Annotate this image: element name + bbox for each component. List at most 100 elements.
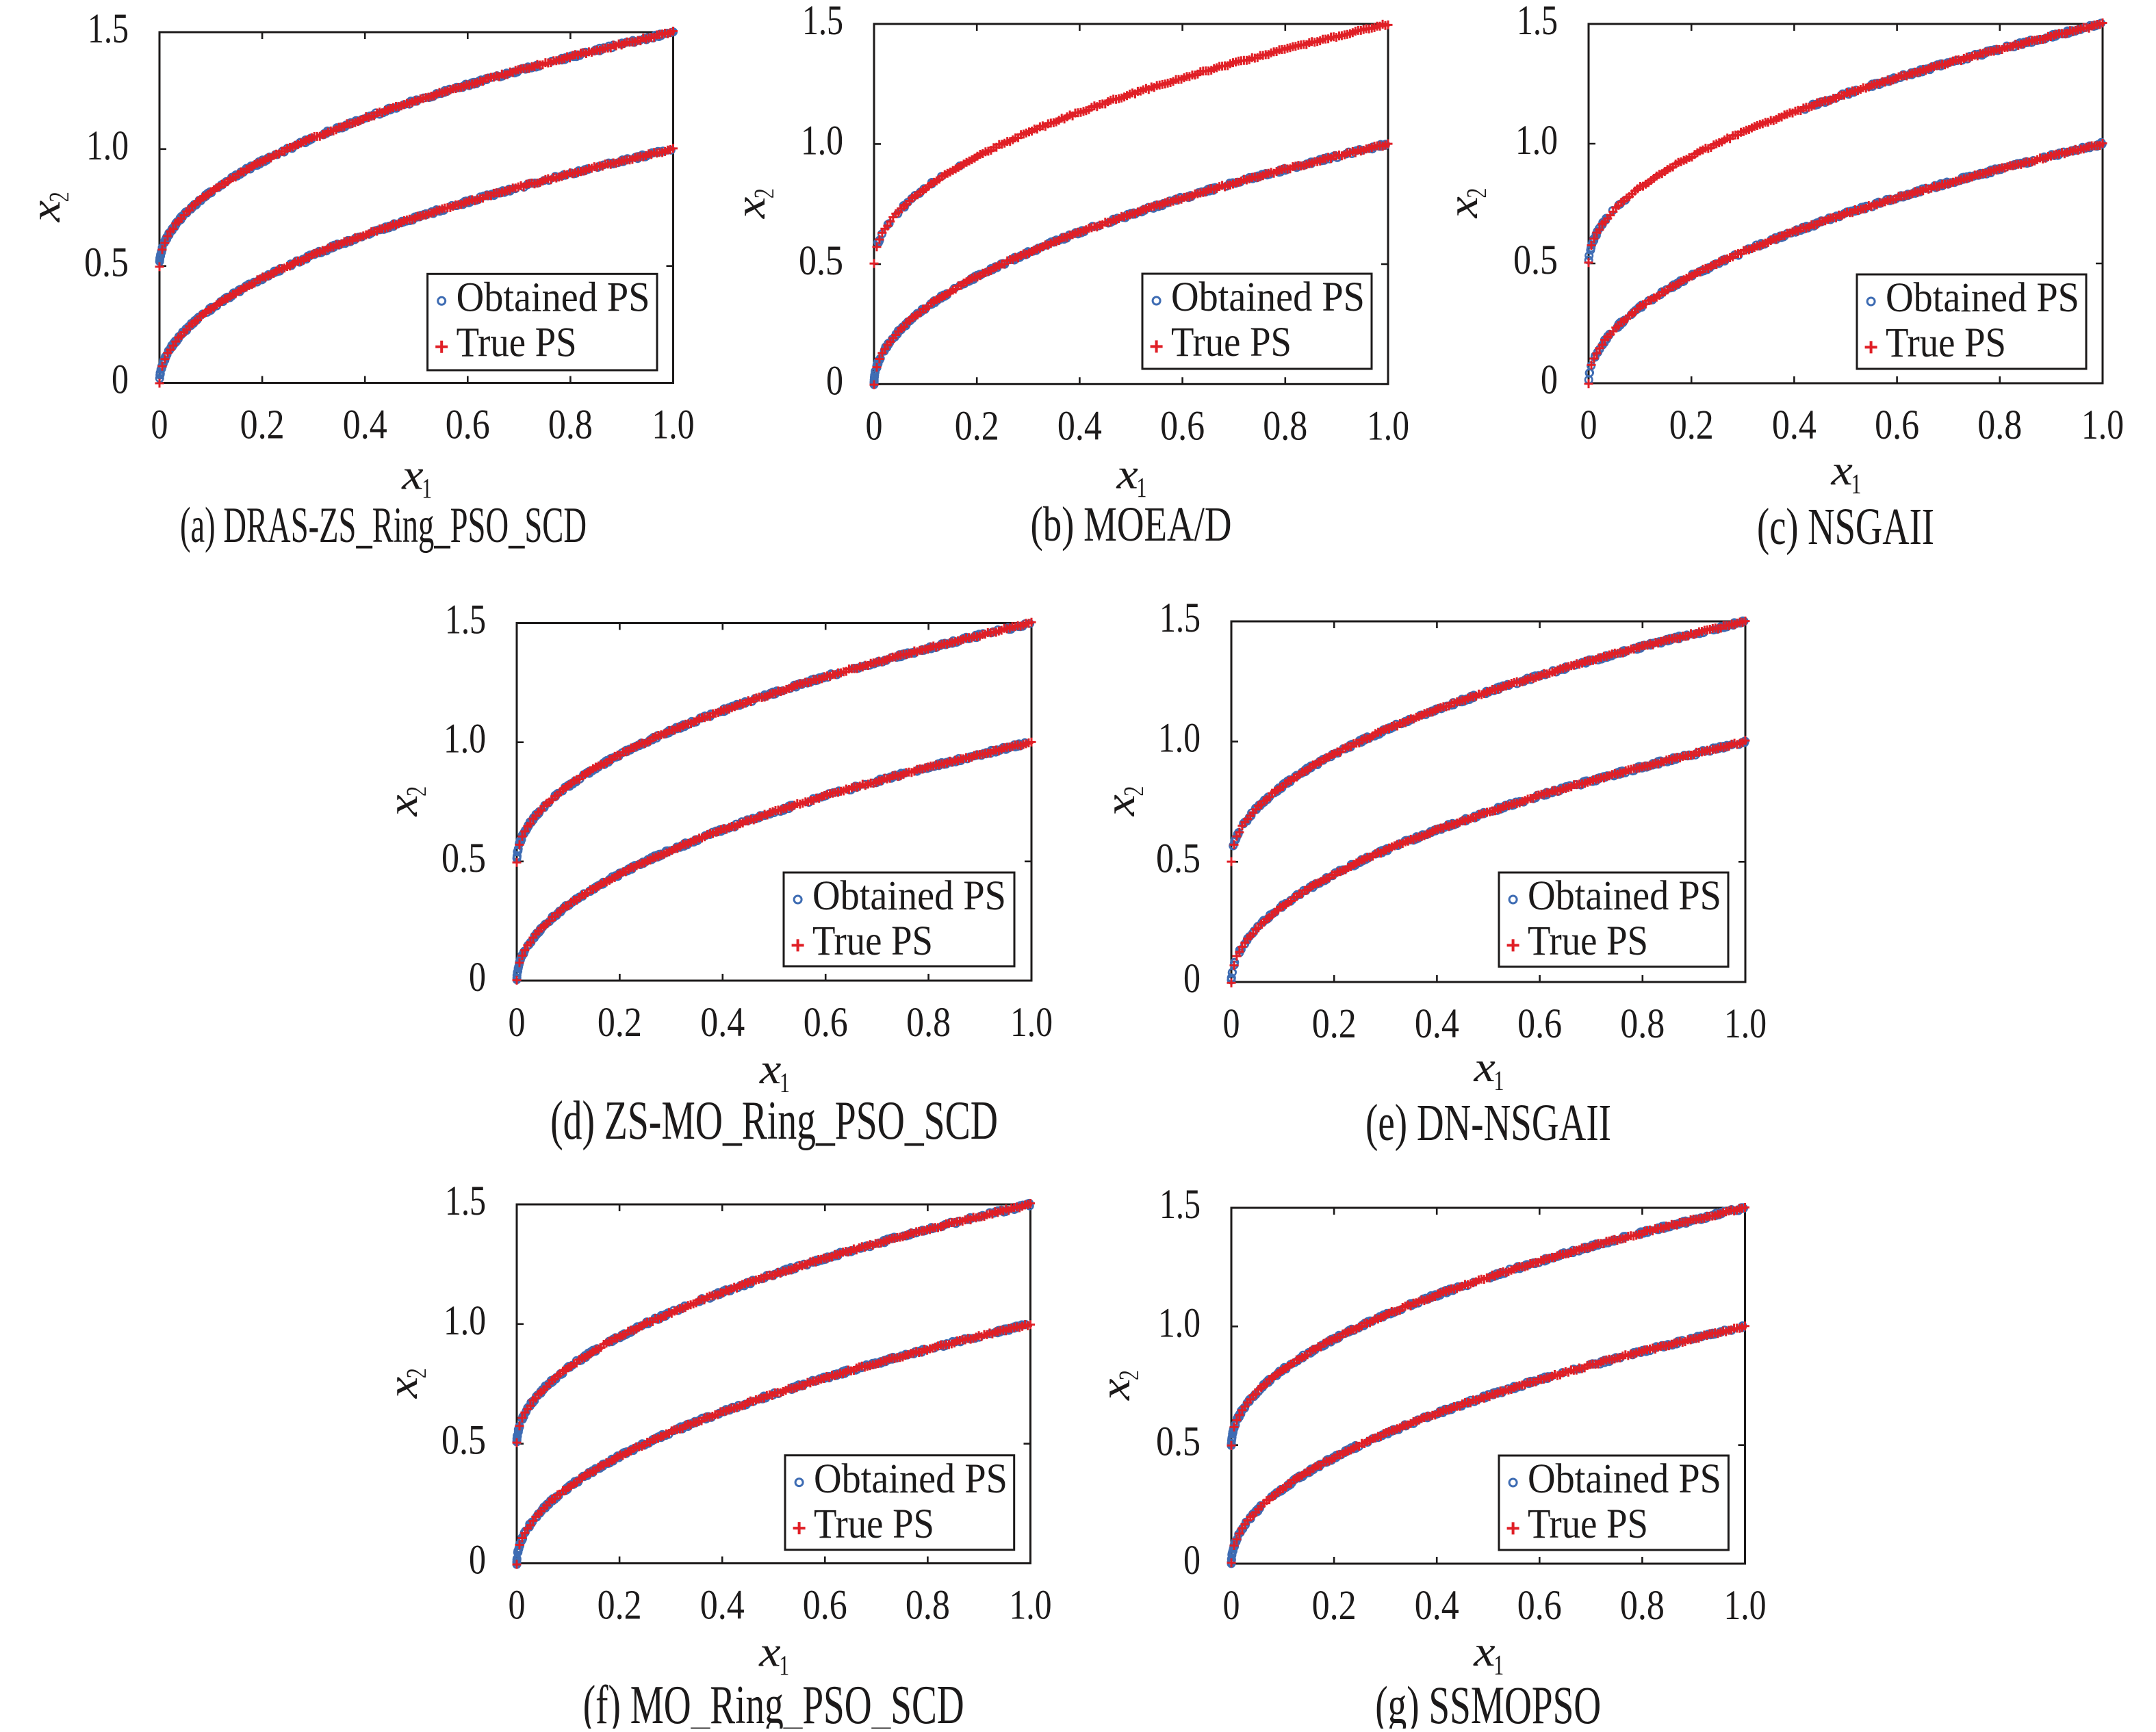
svg-text:True PS: True PS: [1171, 318, 1292, 365]
svg-text:0.8: 0.8: [906, 1582, 950, 1629]
svg-text:x: x: [1092, 1378, 1139, 1401]
svg-text:0: 0: [826, 358, 843, 404]
svg-text:1.5: 1.5: [1517, 0, 1558, 43]
svg-text:1.0: 1.0: [2081, 402, 2124, 448]
svg-text:1.0: 1.0: [444, 716, 486, 762]
svg-text:0: 0: [1541, 357, 1558, 403]
svg-text:0.4: 0.4: [700, 999, 745, 1046]
svg-text:Obtained PS: Obtained PS: [812, 873, 1006, 919]
svg-text:0.4: 0.4: [1772, 402, 1817, 448]
svg-text:0.4: 0.4: [343, 402, 387, 448]
svg-text:0.8: 0.8: [1620, 1582, 1665, 1629]
svg-text:x: x: [1116, 451, 1138, 497]
svg-text:0: 0: [1183, 955, 1201, 1002]
svg-text:x: x: [758, 1629, 781, 1675]
svg-text:Obtained PS: Obtained PS: [814, 1456, 1008, 1502]
svg-text:x: x: [380, 794, 426, 817]
svg-text:1.5: 1.5: [445, 1178, 486, 1224]
svg-text:0.5: 0.5: [441, 1417, 486, 1464]
svg-text:0: 0: [1222, 1582, 1240, 1629]
svg-text:(a) DRAS-ZS_Ring_PSO_SCD: (a) DRAS-ZS_Ring_PSO_SCD: [180, 497, 587, 553]
svg-text:0: 0: [865, 403, 882, 450]
svg-text:0: 0: [508, 999, 525, 1046]
svg-text:0.2: 0.2: [1312, 1582, 1357, 1629]
svg-text:0.5: 0.5: [1156, 835, 1201, 881]
svg-text:0.6: 0.6: [1875, 402, 1919, 448]
svg-text:x: x: [1473, 1629, 1496, 1675]
svg-text:0.4: 0.4: [1057, 402, 1102, 449]
svg-text:x: x: [380, 1376, 426, 1399]
svg-text:0.4: 0.4: [1415, 1000, 1459, 1047]
svg-text:1.0: 1.0: [1010, 1582, 1052, 1629]
svg-text:0.5: 0.5: [441, 835, 486, 881]
svg-text:0.4: 0.4: [1415, 1582, 1459, 1629]
svg-text:1.0: 1.0: [1367, 403, 1409, 450]
svg-text:0.2: 0.2: [955, 402, 999, 449]
svg-text:0.8: 0.8: [906, 999, 951, 1046]
svg-text:0.5: 0.5: [799, 237, 843, 284]
svg-text:0.4: 0.4: [700, 1582, 745, 1629]
svg-text:Obtained PS: Obtained PS: [1528, 1456, 1721, 1502]
svg-text:0.8: 0.8: [1620, 1000, 1665, 1047]
svg-text:1.0: 1.0: [444, 1297, 486, 1344]
svg-text:1.0: 1.0: [652, 402, 695, 448]
svg-text:x: x: [23, 200, 69, 222]
svg-text:0.6: 0.6: [1517, 1000, 1562, 1047]
svg-text:0.2: 0.2: [598, 1582, 642, 1629]
svg-text:x: x: [1830, 448, 1853, 494]
svg-text:0.2: 0.2: [240, 402, 285, 448]
svg-text:(c) NSGAII: (c) NSGAII: [1757, 498, 1934, 556]
svg-text:0.5: 0.5: [1513, 237, 1558, 283]
svg-text:0.8: 0.8: [548, 402, 593, 448]
svg-text:1.0: 1.0: [1724, 1582, 1767, 1629]
svg-text:(d) ZS-MO_Ring_PSO_SCD: (d) ZS-MO_Ring_PSO_SCD: [550, 1090, 998, 1150]
svg-text:0.6: 0.6: [1160, 402, 1205, 449]
svg-text:0.5: 0.5: [84, 240, 129, 286]
svg-text:1.5: 1.5: [445, 596, 486, 643]
svg-text:True PS: True PS: [814, 1500, 934, 1547]
svg-text:0.6: 0.6: [1517, 1582, 1562, 1629]
svg-text:0.6: 0.6: [803, 1582, 847, 1629]
svg-text:0: 0: [469, 954, 486, 1000]
svg-text:0: 0: [469, 1537, 486, 1584]
svg-text:0.5: 0.5: [1156, 1419, 1201, 1465]
svg-text:(e) DN-NSGAII: (e) DN-NSGAII: [1365, 1095, 1611, 1152]
svg-text:0.8: 0.8: [1977, 402, 2022, 448]
svg-text:1.5: 1.5: [1159, 595, 1201, 641]
svg-text:0: 0: [112, 357, 129, 403]
svg-text:0: 0: [508, 1582, 525, 1629]
svg-text:1.0: 1.0: [1158, 715, 1201, 762]
svg-text:1.0: 1.0: [801, 118, 843, 164]
svg-text:0.8: 0.8: [1263, 402, 1307, 449]
svg-text:True PS: True PS: [1528, 1500, 1648, 1547]
svg-text:0.2: 0.2: [598, 999, 642, 1046]
svg-text:x: x: [401, 452, 424, 498]
svg-text:x: x: [1097, 794, 1144, 817]
svg-text:0.2: 0.2: [1669, 402, 1714, 448]
svg-text:0.6: 0.6: [446, 402, 490, 448]
svg-text:(g) SSMOPSO: (g) SSMOPSO: [1375, 1676, 1601, 1729]
svg-text:True PS: True PS: [457, 319, 577, 365]
svg-text:1.0: 1.0: [1515, 117, 1558, 164]
svg-text:(f) MO_Ring_PSO_SCD: (f) MO_Ring_PSO_SCD: [583, 1675, 964, 1729]
svg-text:x: x: [1440, 196, 1487, 219]
svg-text:True PS: True PS: [1886, 319, 2006, 365]
svg-text:Obtained PS: Obtained PS: [457, 274, 650, 320]
svg-text:(b) MOEA/D: (b) MOEA/D: [1030, 497, 1231, 552]
svg-text:True PS: True PS: [812, 917, 933, 964]
svg-text:0: 0: [151, 402, 168, 448]
svg-text:Obtained PS: Obtained PS: [1886, 274, 2079, 321]
svg-text:1.0: 1.0: [1010, 999, 1053, 1046]
svg-text:x: x: [1473, 1044, 1496, 1091]
svg-text:1.5: 1.5: [1159, 1181, 1201, 1228]
svg-text:0: 0: [1183, 1537, 1201, 1584]
svg-text:1.5: 1.5: [802, 0, 843, 43]
svg-text:1.0: 1.0: [1158, 1300, 1201, 1347]
svg-text:1.5: 1.5: [88, 5, 129, 52]
svg-text:0.2: 0.2: [1312, 1000, 1357, 1047]
svg-text:0.6: 0.6: [804, 999, 848, 1046]
svg-text:0: 0: [1222, 1000, 1240, 1047]
svg-text:Obtained PS: Obtained PS: [1171, 274, 1365, 320]
svg-text:x: x: [728, 196, 774, 219]
svg-text:Obtained PS: Obtained PS: [1528, 873, 1721, 919]
